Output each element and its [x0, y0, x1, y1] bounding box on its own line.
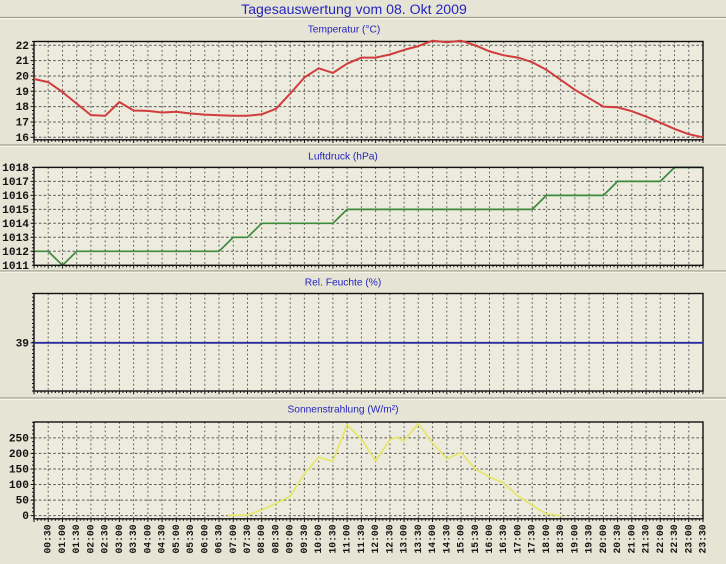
svg-text:03:30: 03:30: [128, 524, 139, 553]
svg-text:1018: 1018: [2, 163, 29, 175]
svg-text:1013: 1013: [2, 233, 29, 245]
svg-text:02:00: 02:00: [85, 524, 96, 553]
svg-text:Luftdruck (hPa): Luftdruck (hPa): [308, 152, 378, 163]
svg-text:100: 100: [9, 480, 29, 492]
svg-text:04:30: 04:30: [157, 524, 168, 553]
svg-text:23:00: 23:00: [683, 524, 694, 553]
svg-text:19:00: 19:00: [569, 524, 580, 553]
svg-text:150: 150: [9, 465, 29, 477]
svg-text:10:00: 10:00: [313, 524, 324, 553]
svg-text:Rel. Feuchte (%): Rel. Feuchte (%): [305, 278, 381, 289]
svg-text:1016: 1016: [2, 191, 29, 203]
svg-text:00:30: 00:30: [43, 524, 54, 553]
svg-text:1014: 1014: [2, 219, 29, 231]
svg-text:07:30: 07:30: [242, 524, 253, 553]
svg-text:39: 39: [16, 338, 30, 350]
svg-text:200: 200: [9, 449, 29, 461]
svg-text:15:30: 15:30: [470, 524, 481, 553]
svg-text:22:30: 22:30: [669, 524, 680, 553]
svg-text:Tagesauswertung vom 08. Okt 20: Tagesauswertung vom 08. Okt 2009: [241, 1, 467, 17]
svg-text:13:30: 13:30: [413, 524, 424, 553]
svg-text:1012: 1012: [2, 247, 29, 259]
svg-text:01:00: 01:00: [57, 524, 68, 553]
svg-text:05:30: 05:30: [185, 524, 196, 553]
svg-text:13:00: 13:00: [399, 524, 410, 553]
svg-text:20: 20: [16, 72, 30, 84]
svg-text:08:00: 08:00: [256, 524, 267, 553]
svg-text:22:00: 22:00: [655, 524, 666, 553]
svg-text:02:30: 02:30: [100, 524, 111, 553]
svg-text:12:00: 12:00: [370, 524, 381, 553]
svg-text:07:00: 07:00: [228, 524, 239, 553]
svg-text:06:00: 06:00: [199, 524, 210, 553]
svg-text:18:00: 18:00: [541, 524, 552, 553]
svg-text:04:00: 04:00: [142, 524, 153, 553]
svg-text:23:30: 23:30: [698, 524, 709, 553]
svg-text:20:30: 20:30: [612, 524, 623, 553]
svg-text:16:30: 16:30: [498, 524, 509, 553]
svg-text:03:00: 03:00: [114, 524, 125, 553]
svg-text:Sonnenstrahlung (W/m²): Sonnenstrahlung (W/m²): [288, 405, 399, 416]
svg-text:20:00: 20:00: [598, 524, 609, 553]
svg-text:1015: 1015: [2, 205, 29, 217]
svg-text:09:00: 09:00: [285, 524, 296, 553]
svg-text:11:00: 11:00: [342, 524, 353, 553]
svg-text:18: 18: [16, 102, 30, 114]
svg-text:01:30: 01:30: [71, 524, 82, 553]
svg-text:09:30: 09:30: [299, 524, 310, 553]
svg-text:10:30: 10:30: [327, 524, 338, 553]
svg-text:16: 16: [16, 133, 30, 145]
svg-text:17: 17: [16, 118, 29, 130]
svg-text:0: 0: [22, 511, 29, 523]
svg-text:22: 22: [16, 41, 30, 53]
svg-text:250: 250: [9, 434, 29, 446]
svg-text:14:30: 14:30: [441, 524, 452, 553]
svg-text:06:30: 06:30: [214, 524, 225, 553]
svg-text:21:00: 21:00: [626, 524, 637, 553]
svg-text:19: 19: [16, 87, 30, 99]
svg-text:08:30: 08:30: [271, 524, 282, 553]
svg-text:05:00: 05:00: [171, 524, 182, 553]
svg-text:50: 50: [16, 496, 30, 508]
svg-text:11:30: 11:30: [356, 524, 367, 553]
svg-text:1017: 1017: [2, 177, 29, 189]
svg-text:19:30: 19:30: [584, 524, 595, 553]
svg-text:17:30: 17:30: [527, 524, 538, 553]
svg-text:18:30: 18:30: [555, 524, 566, 553]
svg-text:15:00: 15:00: [456, 524, 467, 553]
svg-text:21: 21: [16, 56, 30, 68]
svg-text:12:30: 12:30: [384, 524, 395, 553]
svg-text:21:30: 21:30: [641, 524, 652, 553]
svg-text:Temperatur (°C): Temperatur (°C): [308, 25, 381, 36]
svg-text:17:00: 17:00: [513, 524, 524, 553]
svg-text:16:00: 16:00: [484, 524, 495, 553]
svg-text:1011: 1011: [2, 261, 29, 273]
svg-text:14:00: 14:00: [427, 524, 438, 553]
